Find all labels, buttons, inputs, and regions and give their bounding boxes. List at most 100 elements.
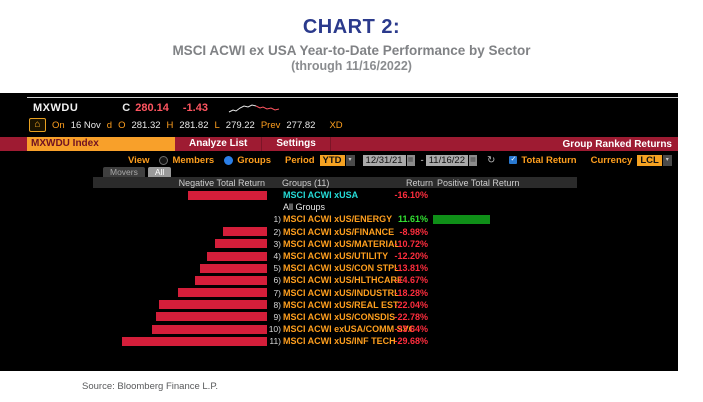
negative-bar-cell <box>0 215 267 224</box>
row-label[interactable]: MSCI ACWI xUS/HLTHCARE <box>283 275 403 286</box>
date-from-calendar-icon[interactable]: ▦ <box>406 154 415 166</box>
negative-bar <box>188 190 267 200</box>
table-row[interactable]: 9) MSCI ACWI xUS/CONSDIS -22.78% <box>0 311 678 323</box>
price-sparkline-icon <box>228 103 280 112</box>
open-label: O <box>118 119 126 131</box>
table-row[interactable]: 1) MSCI ACWI xUS/ENERGY 11.61% <box>0 213 678 225</box>
header-groups[interactable]: Groups (11) <box>282 178 330 188</box>
row-label[interactable]: MSCI ACWI xUS/CONSDIS <box>283 311 396 322</box>
row-number: 11) <box>269 336 281 347</box>
header-positive-total-return[interactable]: Positive Total Return <box>437 178 520 188</box>
table-row[interactable]: 8) MSCI ACWI xUS/REAL EST -22.04% <box>0 299 678 311</box>
low-label: L <box>214 119 220 131</box>
figure-title: CHART 2: <box>302 16 401 38</box>
row-label[interactable]: MSCI ACWI xUSA <box>283 190 359 201</box>
negative-bar-cell <box>0 336 267 346</box>
negative-bar-cell <box>0 324 267 334</box>
row-value: -12.20% <box>394 251 428 262</box>
positive-bar-cell <box>433 214 490 224</box>
row-value: -18.28% <box>394 287 428 298</box>
period-label: Period <box>284 154 315 166</box>
row-label[interactable]: MSCI ACWI xUS/MATERIAL <box>283 238 400 249</box>
menu-item-analyze-list[interactable]: Analyze List <box>175 137 263 151</box>
date-range-separator: - <box>420 154 424 166</box>
total-return-label[interactable]: Total Return <box>521 154 577 166</box>
row-label[interactable]: MSCI ACWI xUS/CON STPL <box>283 263 400 274</box>
row-value: -23.64% <box>394 324 428 335</box>
negative-bar <box>159 300 267 310</box>
table-row[interactable]: All Groups <box>0 201 678 213</box>
negative-bar-cell <box>0 263 267 273</box>
low-value: 279.22 <box>225 119 255 131</box>
header-return[interactable]: Return <box>405 178 433 188</box>
row-label[interactable]: MSCI ACWI xUS/FINANCE <box>283 226 395 237</box>
ticker-symbol: MXWDU <box>33 102 79 114</box>
row-label[interactable]: All Groups <box>283 202 326 213</box>
row-label[interactable]: MSCI ACWI xUS/INDUSTRL <box>283 287 400 298</box>
negative-bar <box>207 251 267 261</box>
tab-movers[interactable]: Movers <box>103 167 145 177</box>
negative-bar <box>155 312 267 322</box>
groups-radio[interactable] <box>224 155 234 165</box>
row-label[interactable]: MSCI ACWI xUS/UTILITY <box>283 251 389 262</box>
negative-bar-cell <box>0 203 267 212</box>
security-field[interactable]: MXWDU Index <box>27 137 175 151</box>
table-header: Negative Total Return Groups (11) Return… <box>93 177 577 188</box>
row-number: 1) <box>273 214 281 225</box>
xd-flag: XD <box>329 119 343 131</box>
row-label[interactable]: MSCI ACWI xUS/ENERGY <box>283 214 393 225</box>
table-row[interactable]: 5) MSCI ACWI xUS/CON STPL -13.81% <box>0 262 678 274</box>
table-row[interactable]: 11) MSCI ACWI xUS/INF TECH -29.68% <box>0 335 678 347</box>
date-from-field[interactable]: 12/31/21 <box>362 154 406 166</box>
row-number: 7) <box>273 287 281 298</box>
high-value: 281.82 <box>179 119 209 131</box>
row-label[interactable]: MSCI ACWI xUS/REAL EST <box>283 299 399 310</box>
negative-bar <box>214 239 267 249</box>
figure-date-note: (through 11/16/2022) <box>291 59 412 73</box>
currency-dropdown-arrow-icon[interactable]: ▾ <box>662 154 672 166</box>
currency-label: Currency <box>590 154 633 166</box>
negative-bar-cell <box>0 275 267 285</box>
row-value: -22.78% <box>394 311 428 322</box>
members-radio[interactable] <box>159 155 169 165</box>
row-value: -10.72% <box>394 238 428 249</box>
row-label[interactable]: MSCI ACWI xUS/INF TECH <box>283 336 396 347</box>
table-row[interactable]: 4) MSCI ACWI xUS/UTILITY -12.20% <box>0 250 678 262</box>
table-row[interactable]: 7) MSCI ACWI xUS/INDUSTRL -18.28% <box>0 287 678 299</box>
row-number: 9) <box>273 311 281 322</box>
menu-bar: MXWDU Index Analyze List Settings Group … <box>0 137 678 151</box>
row-number: 10) <box>268 324 281 335</box>
negative-bar-cell <box>0 227 267 237</box>
refresh-icon[interactable]: ↻ <box>486 154 496 166</box>
delay-flag: d <box>106 119 113 131</box>
period-dropdown[interactable]: YTD <box>319 154 345 166</box>
negative-bar <box>199 263 267 273</box>
total-return-checkbox[interactable]: ✓ <box>509 156 518 164</box>
open-value: 281.32 <box>131 119 161 131</box>
row-label[interactable]: MSCI ACWI exUSA/COMM SVC <box>283 324 416 335</box>
home-icon[interactable]: ⌂ <box>29 118 46 132</box>
chart-rows: MSCI ACWI xUSA -16.10% All Groups 1) MSC… <box>0 189 678 347</box>
tab-all[interactable]: All <box>147 167 172 177</box>
table-row[interactable]: MSCI ACWI xUSA -16.10% <box>0 189 678 201</box>
menu-item-settings[interactable]: Settings <box>262 137 331 151</box>
table-row[interactable]: 2) MSCI ACWI xUS/FINANCE -8.98% <box>0 226 678 238</box>
negative-bar <box>177 288 267 298</box>
groups-radio-label[interactable]: Groups <box>237 154 271 166</box>
function-title: Group Ranked Returns <box>562 138 672 150</box>
header-negative-total-return[interactable]: Negative Total Return <box>178 178 265 188</box>
date-to-calendar-icon[interactable]: ▦ <box>468 154 477 166</box>
table-row[interactable]: 3) MSCI ACWI xUS/MATERIAL -10.72% <box>0 238 678 250</box>
row-number: 6) <box>273 275 281 286</box>
table-row[interactable]: 6) MSCI ACWI xUS/HLTHCARE -14.67% <box>0 274 678 286</box>
period-dropdown-arrow-icon[interactable]: ▾ <box>345 154 355 166</box>
currency-dropdown[interactable]: LCL <box>637 154 662 166</box>
negative-bar-cell <box>0 251 267 261</box>
view-tabs: Movers All <box>103 167 172 177</box>
row-number: 2) <box>273 226 281 237</box>
members-radio-label[interactable]: Members <box>172 154 215 166</box>
row-value: -14.67% <box>394 275 428 286</box>
date-to-field[interactable]: 11/16/22 <box>425 154 468 166</box>
table-row[interactable]: 10) MSCI ACWI exUSA/COMM SVC -23.64% <box>0 323 678 335</box>
